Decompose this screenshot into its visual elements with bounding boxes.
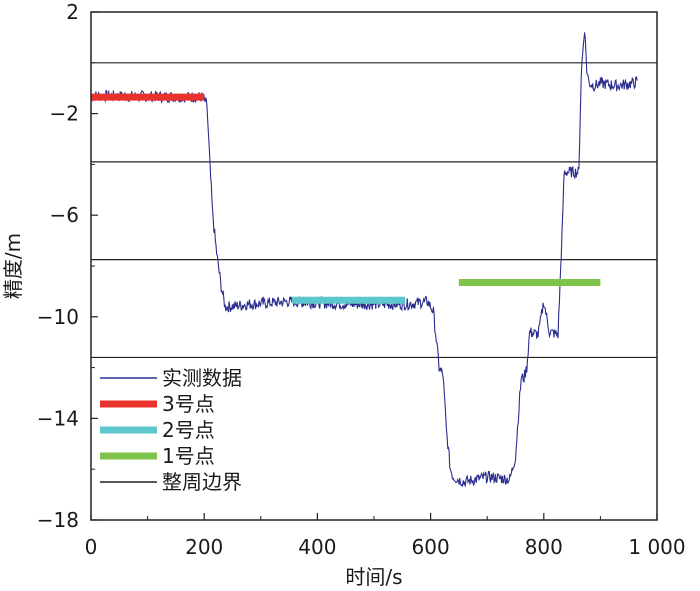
y-tick-label: −14	[37, 406, 79, 430]
y-axis-label: 精度/m	[1, 233, 25, 299]
x-tick-label: 1 000	[628, 535, 685, 559]
legend-label: 整周边界	[162, 470, 242, 494]
x-tick-label: 200	[185, 535, 223, 559]
series-layer	[90, 32, 638, 488]
x-tick-label: 400	[298, 535, 336, 559]
boundary-lines	[91, 62, 657, 359]
y-tick-label: −18	[37, 508, 79, 532]
y-tick-label: −6	[50, 203, 79, 227]
legend-label: 3号点	[162, 392, 215, 416]
x-tick-label: 600	[412, 535, 450, 559]
x-axis-ticks: 0 200 400 600 800 1 000	[85, 513, 686, 559]
y-axis-ticks: −18 −14 −10 −6 −2 2	[37, 0, 98, 532]
y-tick-label: 2	[66, 0, 79, 24]
x-axis-label: 时间/s	[345, 565, 402, 589]
x-tick-label: 0	[85, 535, 98, 559]
legend-label: 1号点	[162, 444, 215, 468]
y-tick-label: −10	[37, 305, 79, 329]
legend-label: 2号点	[162, 418, 215, 442]
y-tick-label: −2	[50, 102, 79, 126]
x-tick-label: 800	[525, 535, 563, 559]
legend-label: 实测数据	[162, 366, 242, 390]
